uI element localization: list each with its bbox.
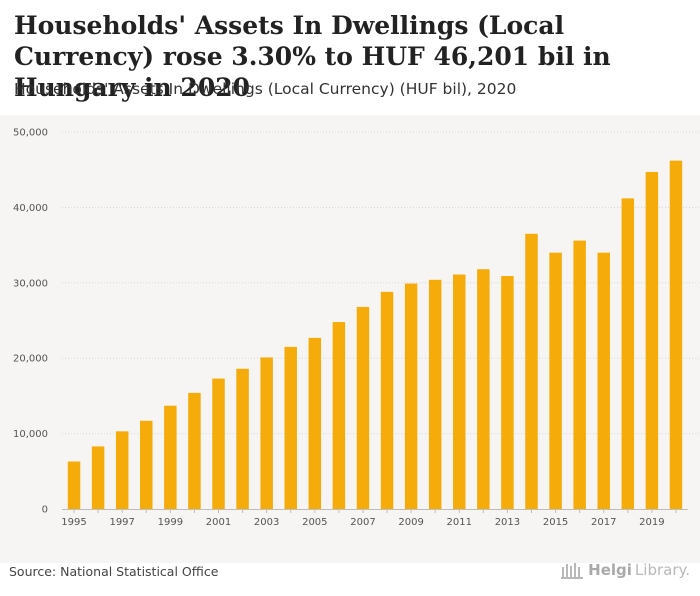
- bar: [115, 431, 129, 509]
- x-tick-label: 1997: [109, 517, 134, 528]
- bar: [284, 346, 297, 509]
- y-tick-label: 50,000: [13, 128, 48, 139]
- bar: [669, 160, 683, 509]
- chart-subtitle: Households' Assets In Dwellings (Local C…: [14, 80, 517, 98]
- brand-name-rest: Library.: [634, 561, 690, 579]
- y-tick-label: 20,000: [13, 354, 48, 365]
- bar: [477, 269, 490, 509]
- bar: [67, 461, 81, 509]
- bar: [404, 283, 418, 509]
- x-tick-label: 2019: [639, 517, 664, 528]
- bar: [164, 405, 177, 509]
- x-tick-label: 2013: [495, 517, 520, 528]
- x-tick-label: 2015: [543, 517, 568, 528]
- brand-name-bold: Helgi: [588, 561, 632, 579]
- source-note: Source: National Statistical Office: [9, 564, 219, 579]
- bar: [597, 252, 610, 509]
- library-building-icon: [561, 563, 584, 579]
- x-tick-label: 2011: [447, 517, 472, 528]
- bar: [356, 306, 370, 509]
- bar: [212, 378, 225, 509]
- bar: [332, 322, 346, 509]
- bar: [91, 446, 105, 509]
- bar: [260, 357, 273, 509]
- bar: [188, 392, 201, 509]
- bar: [549, 252, 562, 509]
- chart-area: 0 10,000 20,000 30,000 40,000 50,000 1995 1997 1…: [0, 115, 700, 563]
- x-tick-label: 2003: [254, 517, 279, 528]
- bar: [380, 291, 394, 509]
- x-tick-label: 2005: [302, 517, 327, 528]
- bar: [501, 276, 514, 509]
- y-tick-label: 0: [42, 505, 48, 516]
- bar: [236, 368, 249, 509]
- bar: [453, 274, 466, 509]
- bar: [428, 279, 442, 509]
- bar-chart: 0 10,000 20,000 30,000 40,000 50,000 1995 1997 1…: [13, 128, 700, 528]
- y-tick-label: 40,000: [13, 203, 48, 214]
- helgi-library-logo: Helgi Library.: [561, 561, 690, 579]
- header: Households' Assets In Dwellings (Local C…: [0, 0, 700, 115]
- footer: Source: National Statistical Office Helg…: [0, 561, 700, 596]
- bar: [573, 240, 586, 509]
- bar: [525, 233, 538, 509]
- y-tick-label: 10,000: [13, 429, 48, 440]
- x-tick-label: 1995: [61, 517, 86, 528]
- x-tick-label: 2017: [591, 517, 616, 528]
- bar: [140, 420, 153, 509]
- x-tick-label: 2009: [398, 517, 423, 528]
- chart-title: Households' Assets In Dwellings (Local C…: [14, 11, 611, 102]
- x-tick-label: 1999: [158, 517, 183, 528]
- bar: [308, 337, 322, 509]
- x-tick-label: 2001: [206, 517, 231, 528]
- bar: [645, 171, 659, 509]
- y-tick-label: 30,000: [13, 278, 48, 289]
- x-tick-label: 2007: [350, 517, 375, 528]
- bar: [621, 198, 635, 509]
